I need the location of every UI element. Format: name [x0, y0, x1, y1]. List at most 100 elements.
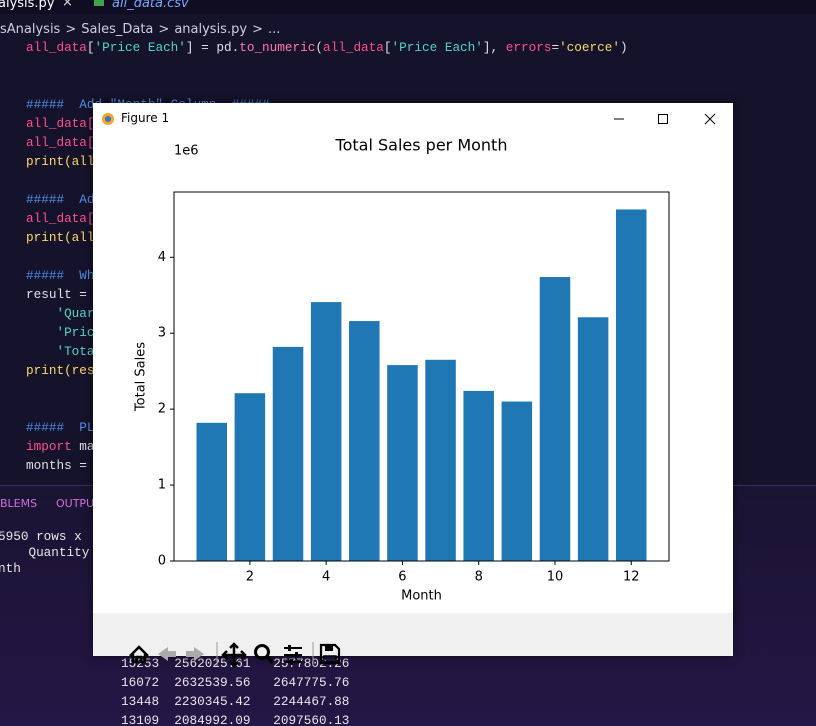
- bar: [234, 393, 266, 561]
- code-token: (: [315, 40, 323, 55]
- window-controls[interactable]: [603, 109, 728, 129]
- code-token: print(all: [26, 230, 95, 245]
- plot-frame: [173, 191, 670, 562]
- code-line: import ma: [26, 439, 95, 454]
- terminal-line: 16072 2632539.56 2647775.76: [121, 675, 350, 690]
- code-line: all_data[: [26, 135, 95, 150]
- y-tick-label: 1: [158, 478, 166, 493]
- code-token: all_data: [322, 40, 384, 55]
- code-token: 'Price Each': [391, 40, 483, 55]
- x-tick-label: 10: [547, 570, 564, 585]
- code-token: ] = pd.: [185, 40, 240, 55]
- code-token: ma: [71, 439, 95, 454]
- code-line: print(all: [26, 230, 95, 245]
- code-line: 'Quar: [26, 306, 95, 321]
- terminal-line: 13448 2230345.42 2244467.88: [121, 694, 350, 709]
- bar: [463, 390, 494, 561]
- code-token: ##### Ad: [26, 192, 95, 207]
- code-token: ): [619, 40, 628, 55]
- bar: [501, 401, 533, 561]
- window-title: Figure 1: [121, 111, 170, 125]
- chart: Total Sales per Month 1e6 Total Sales Month…: [134, 136, 670, 604]
- code-line: all_data['Price Each'] = pd.to_numeric(a…: [26, 40, 628, 55]
- editor-tab[interactable]: alysis.py: [0, 0, 55, 11]
- y-tick-label: 2: [158, 402, 166, 417]
- breadcrumb-item[interactable]: sAnalysis: [0, 22, 61, 37]
- x-tick-label: 8: [475, 570, 483, 585]
- code-line: ##### PL: [26, 420, 95, 435]
- code-token: 'Price Each': [94, 40, 186, 55]
- breadcrumb-separator: >: [65, 22, 77, 37]
- x-tick-label: 4: [322, 570, 330, 585]
- terminal-line: Quantity: [0, 545, 90, 560]
- y-tick-label: 0: [158, 554, 166, 569]
- code-line: 'Pric: [26, 325, 95, 340]
- breadcrumb-item[interactable]: analysis.py: [174, 22, 248, 37]
- bar: [425, 359, 456, 561]
- bar: [196, 422, 228, 561]
- terminal-line: nth: [0, 561, 21, 576]
- code-token: 'coerce': [559, 40, 620, 55]
- breadcrumb-item[interactable]: Sales_Data: [81, 22, 154, 37]
- code-line: all_data[: [26, 211, 95, 226]
- code-token: 'Pric: [26, 325, 95, 340]
- code-line: ##### Ad: [26, 192, 95, 207]
- code-token: errors: [505, 40, 552, 55]
- code-line: print(all: [26, 154, 95, 169]
- editor-tab[interactable]: all_data.csv: [112, 0, 189, 11]
- code-line: months =: [26, 458, 87, 473]
- breadcrumb-separator: >: [252, 22, 263, 37]
- panel-tab[interactable]: OUTPUT: [56, 497, 101, 510]
- breadcrumb-item[interactable]: ...: [267, 22, 281, 37]
- x-tick-label: 6: [398, 570, 406, 585]
- breadcrumb: sAnalysis > Sales_Data > analysis.py >...: [0, 22, 280, 37]
- chart-title: Total Sales per Month: [335, 136, 508, 155]
- code-token: all_data[: [26, 116, 95, 131]
- code-line: ##### Wh: [26, 268, 95, 283]
- code-token: ##### PL: [26, 420, 95, 435]
- code-token: print(res: [26, 363, 95, 378]
- bar: [310, 302, 342, 561]
- code-token: all_data[: [26, 211, 95, 226]
- toolbar: [93, 613, 733, 668]
- bar: [577, 317, 609, 561]
- toolbar-icons[interactable]: [124, 632, 764, 675]
- code-token: to_numeric: [239, 40, 316, 55]
- code-token: all_data: [26, 40, 87, 55]
- window-icon: [102, 113, 114, 125]
- code-line: result =: [26, 287, 87, 302]
- code-token: [: [383, 40, 392, 55]
- figure-window: Figure 1 Total Sales per Month 1e6 Total S…: [93, 103, 733, 668]
- code-line: all_data[: [26, 116, 95, 131]
- code-token: import: [26, 439, 72, 454]
- bar: [272, 346, 304, 561]
- terminal-line: 5950 rows x: [0, 529, 82, 544]
- panel-tab[interactable]: BLEMS: [0, 497, 38, 510]
- code-token: result =: [26, 287, 87, 302]
- x-tick-label: 12: [623, 570, 640, 585]
- code-token: [: [86, 40, 95, 55]
- code-token: months =: [26, 458, 87, 473]
- x-axis-label: Month: [401, 589, 442, 604]
- bar: [539, 277, 571, 561]
- tab-bar: alysis.py × all_data.csv: [0, 0, 816, 14]
- breadcrumb-separator: >: [158, 22, 170, 37]
- axis-offset: 1e6: [174, 144, 199, 159]
- y-tick-label: 4: [158, 250, 166, 265]
- code-token: =: [551, 40, 560, 55]
- code-line: 'Tota: [26, 344, 94, 359]
- bar: [615, 209, 647, 561]
- x-tick-label: 2: [246, 570, 254, 585]
- csv-icon: [94, 0, 104, 6]
- bar: [349, 321, 380, 561]
- code-token: print(all: [26, 154, 95, 169]
- y-tick-label: 3: [158, 326, 166, 341]
- code-line: print(res: [26, 363, 95, 378]
- code-token: ],: [482, 40, 506, 55]
- y-axis-label: Total Sales: [134, 342, 149, 412]
- code-token: all_data[: [26, 135, 95, 150]
- code-token: 'Quar: [26, 306, 95, 321]
- tab-close[interactable]: ×: [62, 0, 73, 10]
- bar: [387, 365, 418, 561]
